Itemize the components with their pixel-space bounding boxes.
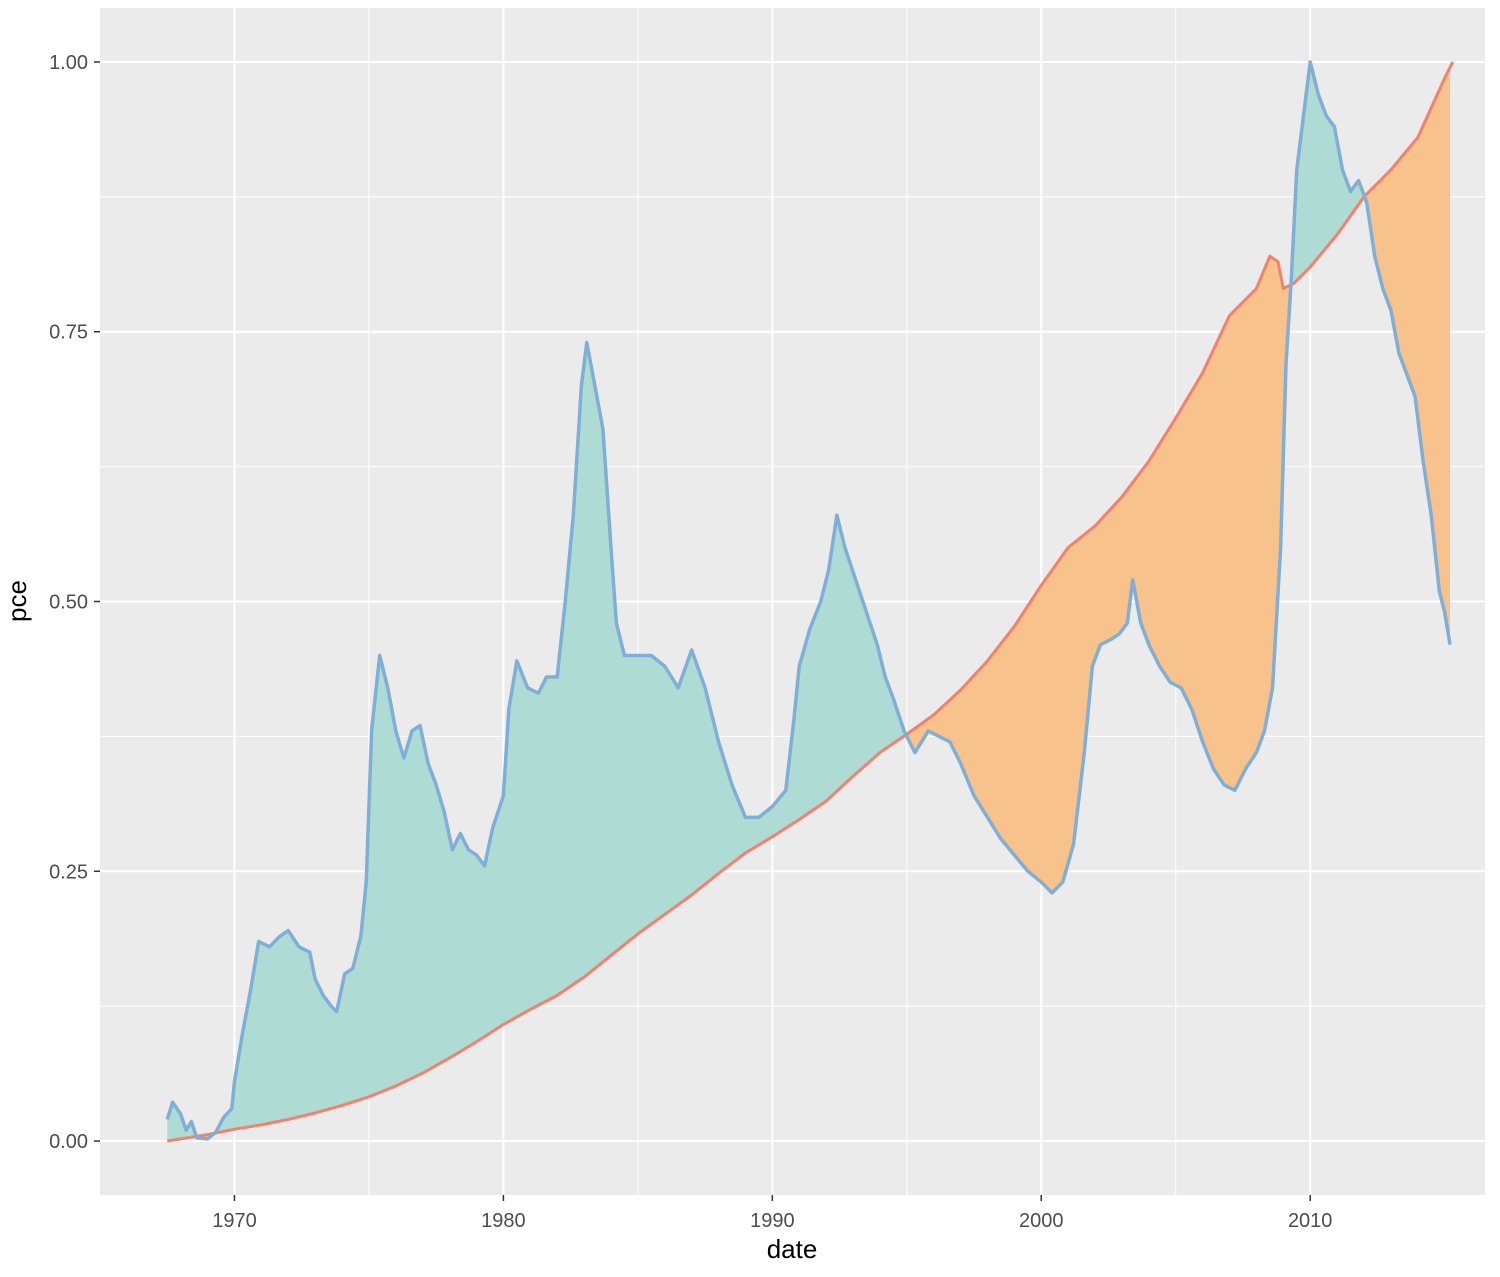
x-tick-label: 1970 xyxy=(212,1210,257,1232)
pce-line xyxy=(165,60,1452,1141)
ribbon-below-trend xyxy=(1364,67,1451,645)
y-axis-ticks: 0.00 0.25 0.50 0.75 1.00 xyxy=(49,52,100,1153)
ribbon-below-trend xyxy=(905,256,1291,893)
y-tick-label: 0.25 xyxy=(49,861,88,883)
x-axis-ticks: 1970 1980 1990 2000 2010 xyxy=(212,1195,1332,1232)
y-tick-label: 0.50 xyxy=(49,592,88,614)
x-tick-label: 2000 xyxy=(1019,1210,1064,1232)
x-axis-title: date xyxy=(767,1234,818,1264)
series-lines xyxy=(165,60,1455,1143)
trend-line xyxy=(166,61,1455,1143)
x-tick-label: 1980 xyxy=(481,1210,526,1232)
x-tick-label: 1990 xyxy=(750,1210,795,1232)
y-tick-label: 1.00 xyxy=(49,52,88,74)
y-tick-label: 0.00 xyxy=(49,1131,88,1153)
y-tick-label: 0.75 xyxy=(49,322,88,344)
y-axis-title: pce xyxy=(2,580,32,622)
ribbon-above-trend xyxy=(214,342,906,1134)
ribbon-above-trend xyxy=(1290,61,1365,285)
x-tick-label: 2010 xyxy=(1288,1210,1333,1232)
